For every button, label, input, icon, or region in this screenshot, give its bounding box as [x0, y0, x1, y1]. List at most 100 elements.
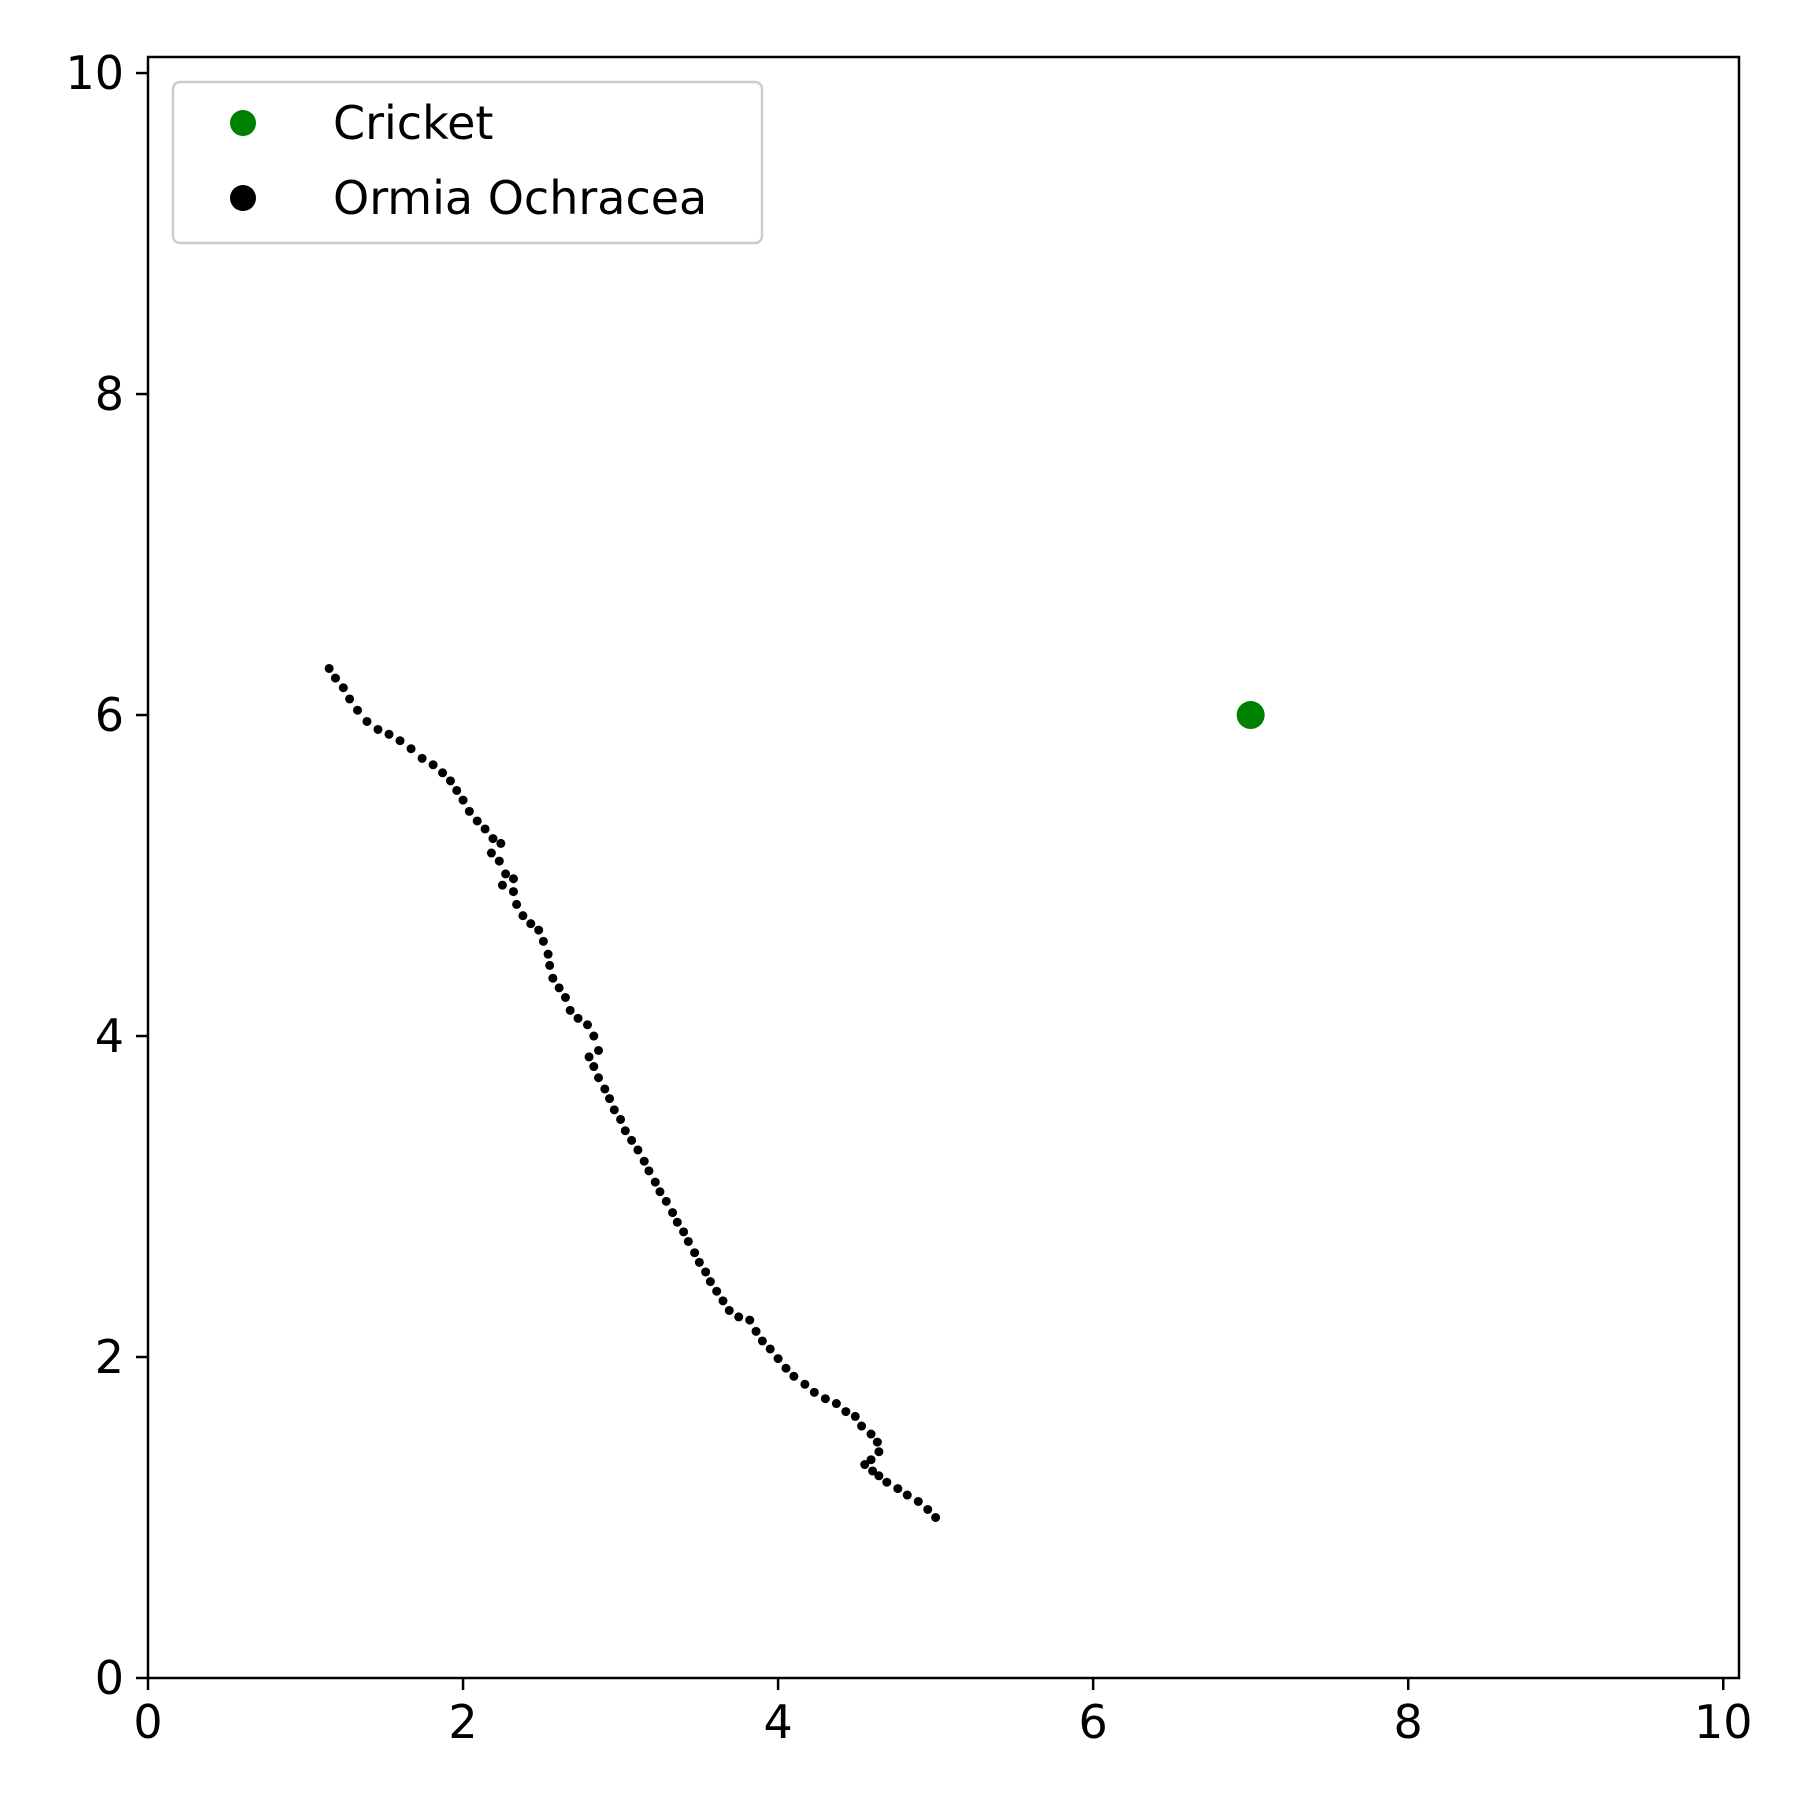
point-ormia-ochracea — [560, 993, 570, 1003]
point-ormia-ochracea — [644, 1166, 654, 1176]
x-tick-label: 0 — [133, 1695, 162, 1749]
point-ormia-ochracea — [616, 1114, 626, 1124]
point-ormia-ochracea — [605, 1094, 615, 1104]
x-tick-label: 4 — [763, 1695, 792, 1749]
point-ormia-ochracea — [857, 1421, 867, 1431]
point-ormia-ochracea — [923, 1504, 933, 1514]
point-ormia-ochracea — [690, 1248, 700, 1258]
point-ormia-ochracea — [438, 768, 448, 778]
y-tick-label: 6 — [95, 688, 124, 742]
point-ormia-ochracea — [330, 673, 340, 683]
point-ormia-ochracea — [734, 1312, 744, 1322]
point-ormia-ochracea — [633, 1145, 643, 1155]
point-ormia-ochracea — [620, 1126, 630, 1136]
point-ormia-ochracea — [545, 960, 555, 970]
point-ormia-ochracea — [518, 911, 528, 921]
legend-box — [171, 80, 764, 245]
point-ormia-ochracea — [417, 753, 427, 763]
point-ormia-ochracea — [480, 824, 490, 834]
point-ormia-ochracea — [882, 1477, 892, 1487]
x-tick-label: 6 — [1079, 1695, 1108, 1749]
point-ormia-ochracea — [508, 874, 518, 884]
point-ormia-ochracea — [683, 1236, 693, 1246]
x-tick-label: 2 — [448, 1695, 477, 1749]
point-ormia-ochracea — [353, 705, 363, 715]
series-layer — [324, 663, 1265, 1523]
point-ormia-ochracea — [494, 856, 504, 866]
point-ormia-ochracea — [639, 1156, 649, 1166]
point-ormia-ochracea — [701, 1267, 711, 1277]
point-ormia-ochracea — [584, 1052, 594, 1062]
legend-marker-cricket — [230, 110, 256, 136]
point-ormia-ochracea — [679, 1227, 689, 1237]
point-ormia-ochracea — [820, 1394, 830, 1404]
point-ormia-ochracea — [428, 760, 438, 770]
point-ormia-ochracea — [672, 1217, 682, 1227]
point-ormia-ochracea — [594, 1045, 604, 1055]
point-ormia-ochracea — [872, 1437, 882, 1447]
point-ormia-ochracea — [745, 1315, 755, 1325]
point-ormia-ochracea — [501, 869, 511, 879]
legend: Cricket Ormia Ochracea — [171, 80, 764, 245]
point-ormia-ochracea — [902, 1490, 912, 1500]
point-ormia-ochracea — [573, 1013, 583, 1023]
x-axis: 0 2 4 6 8 10 — [133, 1678, 1753, 1749]
point-ormia-ochracea — [324, 663, 334, 673]
point-ormia-ochracea — [543, 949, 553, 959]
point-ormia-ochracea — [589, 1062, 599, 1072]
point-ormia-ochracea — [705, 1277, 715, 1287]
legend-label-cricket: Cricket — [333, 96, 493, 150]
point-ormia-ochracea — [874, 1447, 884, 1457]
point-ormia-ochracea — [765, 1344, 775, 1354]
y-tick-label: 8 — [95, 367, 124, 421]
point-ormia-ochracea — [548, 973, 558, 983]
point-ormia-ochracea — [565, 1005, 575, 1015]
point-ormia-ochracea — [751, 1326, 761, 1336]
point-ormia-ochracea — [627, 1135, 637, 1145]
point-ormia-ochracea — [655, 1187, 665, 1197]
point-ormia-ochracea — [338, 683, 348, 693]
point-ormia-ochracea — [472, 816, 482, 826]
point-ormia-ochracea — [773, 1354, 783, 1364]
point-ormia-ochracea — [554, 983, 564, 993]
point-ormia-ochracea — [913, 1496, 923, 1506]
y-tick-label: 0 — [95, 1651, 124, 1705]
point-ormia-ochracea — [488, 834, 498, 844]
point-ormia-ochracea — [893, 1484, 903, 1494]
point-ormia-ochracea — [589, 1031, 599, 1041]
point-ormia-ochracea — [345, 694, 355, 704]
point-ormia-ochracea — [464, 806, 474, 816]
point-ormia-ochracea — [831, 1399, 841, 1409]
point-ormia-ochracea — [384, 729, 394, 739]
point-ormia-ochracea — [395, 736, 405, 746]
point-ormia-ochracea — [534, 925, 544, 935]
point-ormia-ochracea — [931, 1513, 941, 1523]
point-ormia-ochracea — [757, 1336, 767, 1346]
point-ormia-ochracea — [512, 899, 522, 909]
y-tick-label: 4 — [95, 1009, 124, 1063]
point-ormia-ochracea — [362, 716, 372, 726]
point-ormia-ochracea — [594, 1073, 604, 1083]
point-ormia-ochracea — [866, 1429, 876, 1439]
point-ormia-ochracea — [874, 1471, 884, 1481]
legend-label-ormia-ochracea: Ormia Ochracea — [333, 171, 707, 225]
point-ormia-ochracea — [582, 1020, 592, 1030]
y-axis: 0 2 4 6 8 10 — [65, 46, 148, 1705]
point-ormia-ochracea — [609, 1105, 619, 1115]
x-tick-label: 10 — [1694, 1695, 1753, 1749]
point-cricket — [1236, 701, 1265, 730]
plot-background — [148, 57, 1739, 1678]
point-ormia-ochracea — [538, 936, 548, 946]
plot-frame — [146, 55, 1741, 1680]
point-ormia-ochracea — [841, 1407, 851, 1417]
point-ormia-ochracea — [668, 1208, 678, 1218]
x-tick-label: 8 — [1394, 1695, 1423, 1749]
point-ormia-ochracea — [789, 1371, 799, 1381]
point-ormia-ochracea — [497, 880, 507, 890]
point-ormia-ochracea — [694, 1257, 704, 1267]
point-ormia-ochracea — [452, 785, 462, 795]
point-ormia-ochracea — [866, 1455, 876, 1465]
y-tick-label: 2 — [95, 1330, 124, 1384]
point-ormia-ochracea — [486, 848, 496, 858]
